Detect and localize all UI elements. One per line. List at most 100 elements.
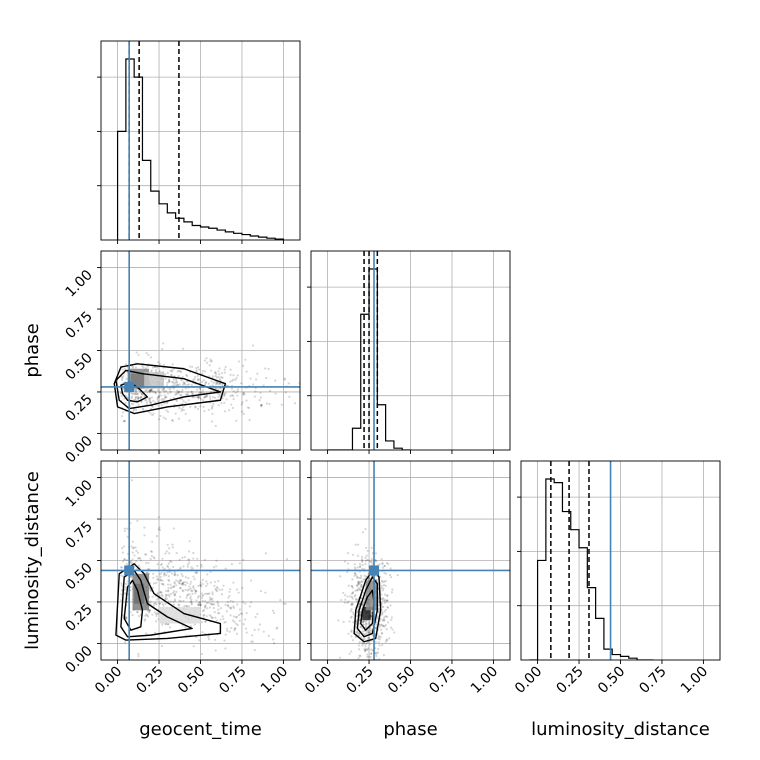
scatter-point [385,561,389,565]
scatter-point [208,395,212,398]
scatter-point [259,391,262,394]
scatter-point [271,609,275,612]
x-tick-label: 0.50 [175,664,208,697]
scatter-point [154,365,157,369]
scatter-point [144,553,147,556]
scatter-point [150,389,153,393]
scatter-point [361,563,364,567]
scatter-point [242,391,245,394]
scatter-point [369,627,372,630]
scatter-point [129,585,132,589]
scatter-point [203,410,206,413]
scatter-point [370,558,373,561]
scatter-point [194,589,197,592]
scatter-point [171,380,174,384]
scatter-point [134,389,138,392]
scatter-point [198,601,201,604]
scatter-point [245,611,248,615]
scatter-point [181,589,184,592]
scatter-point [124,616,128,620]
scatter-point [260,404,263,407]
scatter-point [351,591,355,594]
scatter-point [215,376,219,379]
scatter-point [181,398,184,401]
scatter-point [148,389,151,392]
scatter-point [223,371,226,374]
scatter-point [210,360,213,363]
scatter-point [385,639,388,642]
scatter-point [354,567,357,571]
scatter-point [175,391,178,394]
x-tick-label: 0.75 [636,664,669,697]
scatter-point [160,571,163,574]
scatter-point [384,640,387,643]
scatter-point [202,405,205,409]
scatter-point [157,360,160,364]
x-tick-label: 0.75 [426,664,459,697]
scatter-point [207,638,211,641]
scatter-point [158,390,161,393]
scatter-point [175,399,179,403]
scatter-point [161,557,164,560]
scatter-point [187,605,190,608]
scatter-point [381,632,384,635]
scatter-point [174,599,177,602]
scatter-point [225,610,228,613]
scatter-point [150,389,153,392]
scatter-point [283,377,286,380]
scatter-point [200,565,203,568]
scatter-point [382,624,385,628]
scatter-point [197,584,200,588]
scatter-point [190,600,193,603]
scatter-point [182,599,185,603]
scatter-point [222,584,225,587]
scatter-point [155,581,158,584]
scatter-point [199,603,202,607]
scatter-point [167,600,170,603]
scatter-point [213,611,216,614]
scatter-point [123,367,127,371]
scatter-point [177,369,181,372]
contour-line [353,568,382,643]
scatter-point [369,629,372,632]
scatter-point [382,587,385,590]
scatter-point [364,648,367,651]
scatter-point [253,628,256,632]
scatter-point [180,583,184,586]
scatter-point [160,562,163,566]
scatter-point [172,603,176,606]
scatter-point [356,589,359,592]
scatter-point [137,353,140,356]
scatter-point [130,479,133,482]
scatter-point [251,634,254,637]
scatter-point [265,402,269,405]
scatter-point [145,632,148,635]
scatter-point [164,552,167,555]
scatter-point [219,607,222,610]
scatter-point [223,368,226,371]
scatter-point [190,589,193,592]
scatter-point [125,377,128,380]
scatter-point [353,572,356,575]
scatter-point [162,604,165,607]
scatter-point [217,604,220,607]
scatter-point [194,592,197,595]
scatter-point [220,371,224,375]
scatter-point [148,399,151,403]
scatter-point [192,586,195,589]
scatter-point [208,375,211,378]
scatter-point [149,401,152,404]
scatter-point [226,604,229,607]
scatter-point [376,647,380,651]
scatter-point [366,655,369,658]
scatter-point [216,602,220,605]
scatter-point [361,559,364,562]
scatter-point [203,606,207,609]
scatter-point [305,379,307,381]
scatter-point [363,637,366,640]
scatter-point [343,601,346,604]
scatter-point [237,591,240,594]
scatter-point [148,391,152,394]
panel-geocent_time-vs-phase: 0.00 0.25 0.50 0.75 1.00 [62,250,307,466]
scatter-point [147,389,151,392]
